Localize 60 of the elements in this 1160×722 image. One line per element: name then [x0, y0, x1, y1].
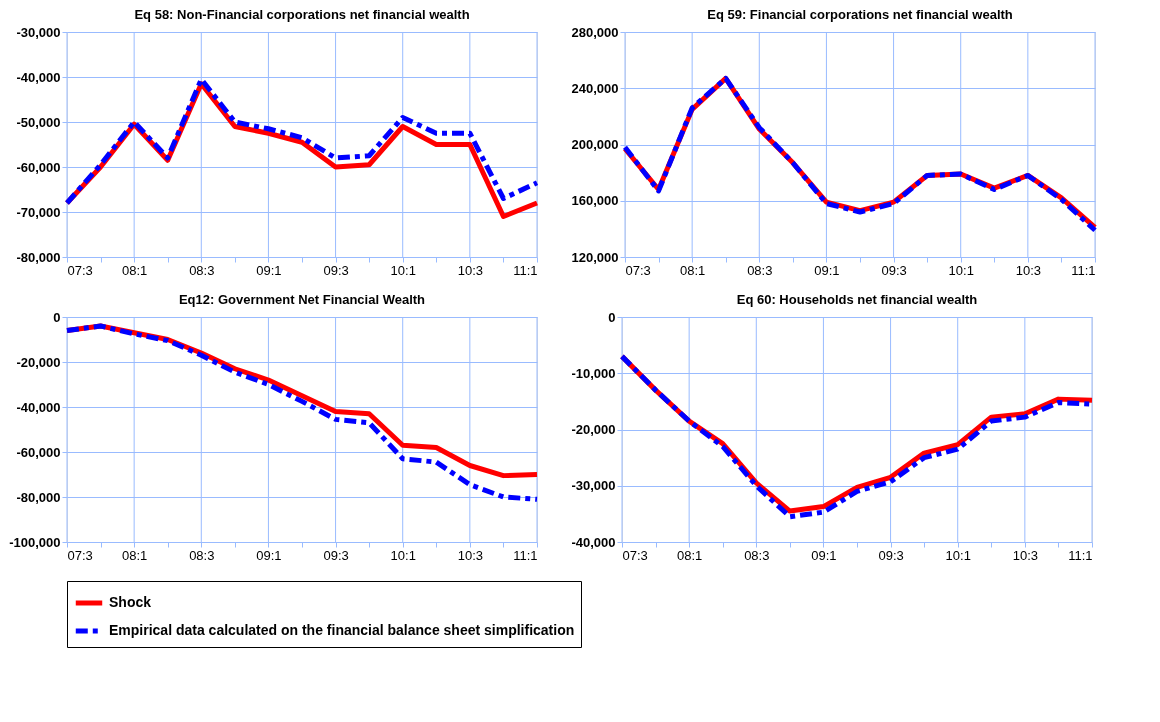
x-tick-label: 08:3 — [747, 262, 773, 278]
x-tick-label: 09:3 — [881, 262, 907, 278]
chart-title: Eq12: Government Net Financial Wealth — [178, 292, 426, 307]
y-tick-label: -10,000 — [571, 365, 616, 381]
x-tick-label: 10:1 — [945, 547, 971, 563]
x-tick-label: 10:3 — [1012, 547, 1039, 563]
x-tick-label: 07:3 — [625, 262, 651, 278]
x-tick-label: 08:3 — [189, 262, 215, 278]
legend-label: Empirical data calculated on the financial balance sheet simplification — [109, 622, 575, 638]
x-tick-label: 11:1 — [1068, 547, 1093, 563]
legend-label: Shock — [109, 594, 152, 610]
chart-title: Eq 60: Households net financial wealth — [736, 292, 978, 307]
x-tick-label: 07:3 — [622, 547, 648, 563]
y-tick-label: -60,000 — [16, 159, 61, 175]
x-tick-label: 08:1 — [121, 262, 148, 278]
y-tick-label: -30,000 — [16, 24, 61, 40]
x-tick-label: 08:1 — [676, 547, 703, 563]
y-tick-label: -20,000 — [571, 422, 616, 437]
y-tick-label: -80,000 — [16, 249, 61, 265]
y-tick-label: -50,000 — [16, 114, 61, 130]
x-tick-label: 08:1 — [121, 547, 148, 563]
y-tick-label: -40,000 — [571, 534, 616, 550]
x-tick-label: 09:1 — [256, 262, 282, 278]
x-tick-label: 11:1 — [513, 547, 538, 563]
y-tick-label: 240,000 — [571, 80, 619, 96]
x-tick-label: 11:1 — [1071, 262, 1096, 278]
x-tick-label: 09:1 — [256, 547, 282, 563]
chart-title: Eq 58: Non-Financial corporations net financial wealth — [134, 7, 470, 22]
y-tick-label: -40,000 — [16, 399, 61, 415]
y-tick-label: -80,000 — [16, 489, 61, 505]
x-tick-label: 08:3 — [189, 547, 215, 563]
x-tick-label: 10:1 — [390, 547, 416, 563]
y-tick-label: 120,000 — [571, 249, 619, 265]
y-tick-label: -20,000 — [16, 354, 61, 370]
x-tick-label: 09:1 — [814, 262, 840, 278]
x-tick-label: 10:3 — [1015, 262, 1042, 278]
x-tick-label: 09:3 — [323, 547, 349, 563]
y-tick-label: -60,000 — [16, 444, 61, 460]
x-tick-label: 10:1 — [390, 262, 416, 278]
y-tick-label: 0 — [608, 309, 616, 325]
y-tick-label: -30,000 — [571, 478, 616, 494]
y-tick-label: 160,000 — [571, 193, 619, 209]
y-tick-label: 0 — [53, 309, 61, 325]
x-tick-label: 08:1 — [679, 262, 706, 278]
y-tick-label: 280,000 — [571, 24, 619, 40]
x-tick-label: 09:3 — [323, 262, 349, 278]
chart-title: Eq 59: Financial corporations net financial wealth — [707, 7, 1013, 22]
x-tick-label: 10:3 — [457, 547, 484, 563]
x-tick-label: 09:1 — [811, 547, 837, 563]
y-tick-label: -40,000 — [16, 69, 61, 85]
y-tick-label: -70,000 — [16, 204, 61, 220]
x-tick-label: 09:3 — [878, 547, 904, 563]
x-tick-label: 10:3 — [457, 262, 484, 278]
x-tick-label: 11:1 — [513, 262, 538, 278]
x-tick-label: 08:3 — [744, 547, 770, 563]
x-tick-label: 10:1 — [948, 262, 974, 278]
y-tick-label: -100,000 — [9, 534, 61, 550]
y-tick-label: 200,000 — [571, 137, 619, 152]
x-tick-label: 07:3 — [67, 262, 93, 278]
x-tick-label: 07:3 — [67, 547, 93, 563]
